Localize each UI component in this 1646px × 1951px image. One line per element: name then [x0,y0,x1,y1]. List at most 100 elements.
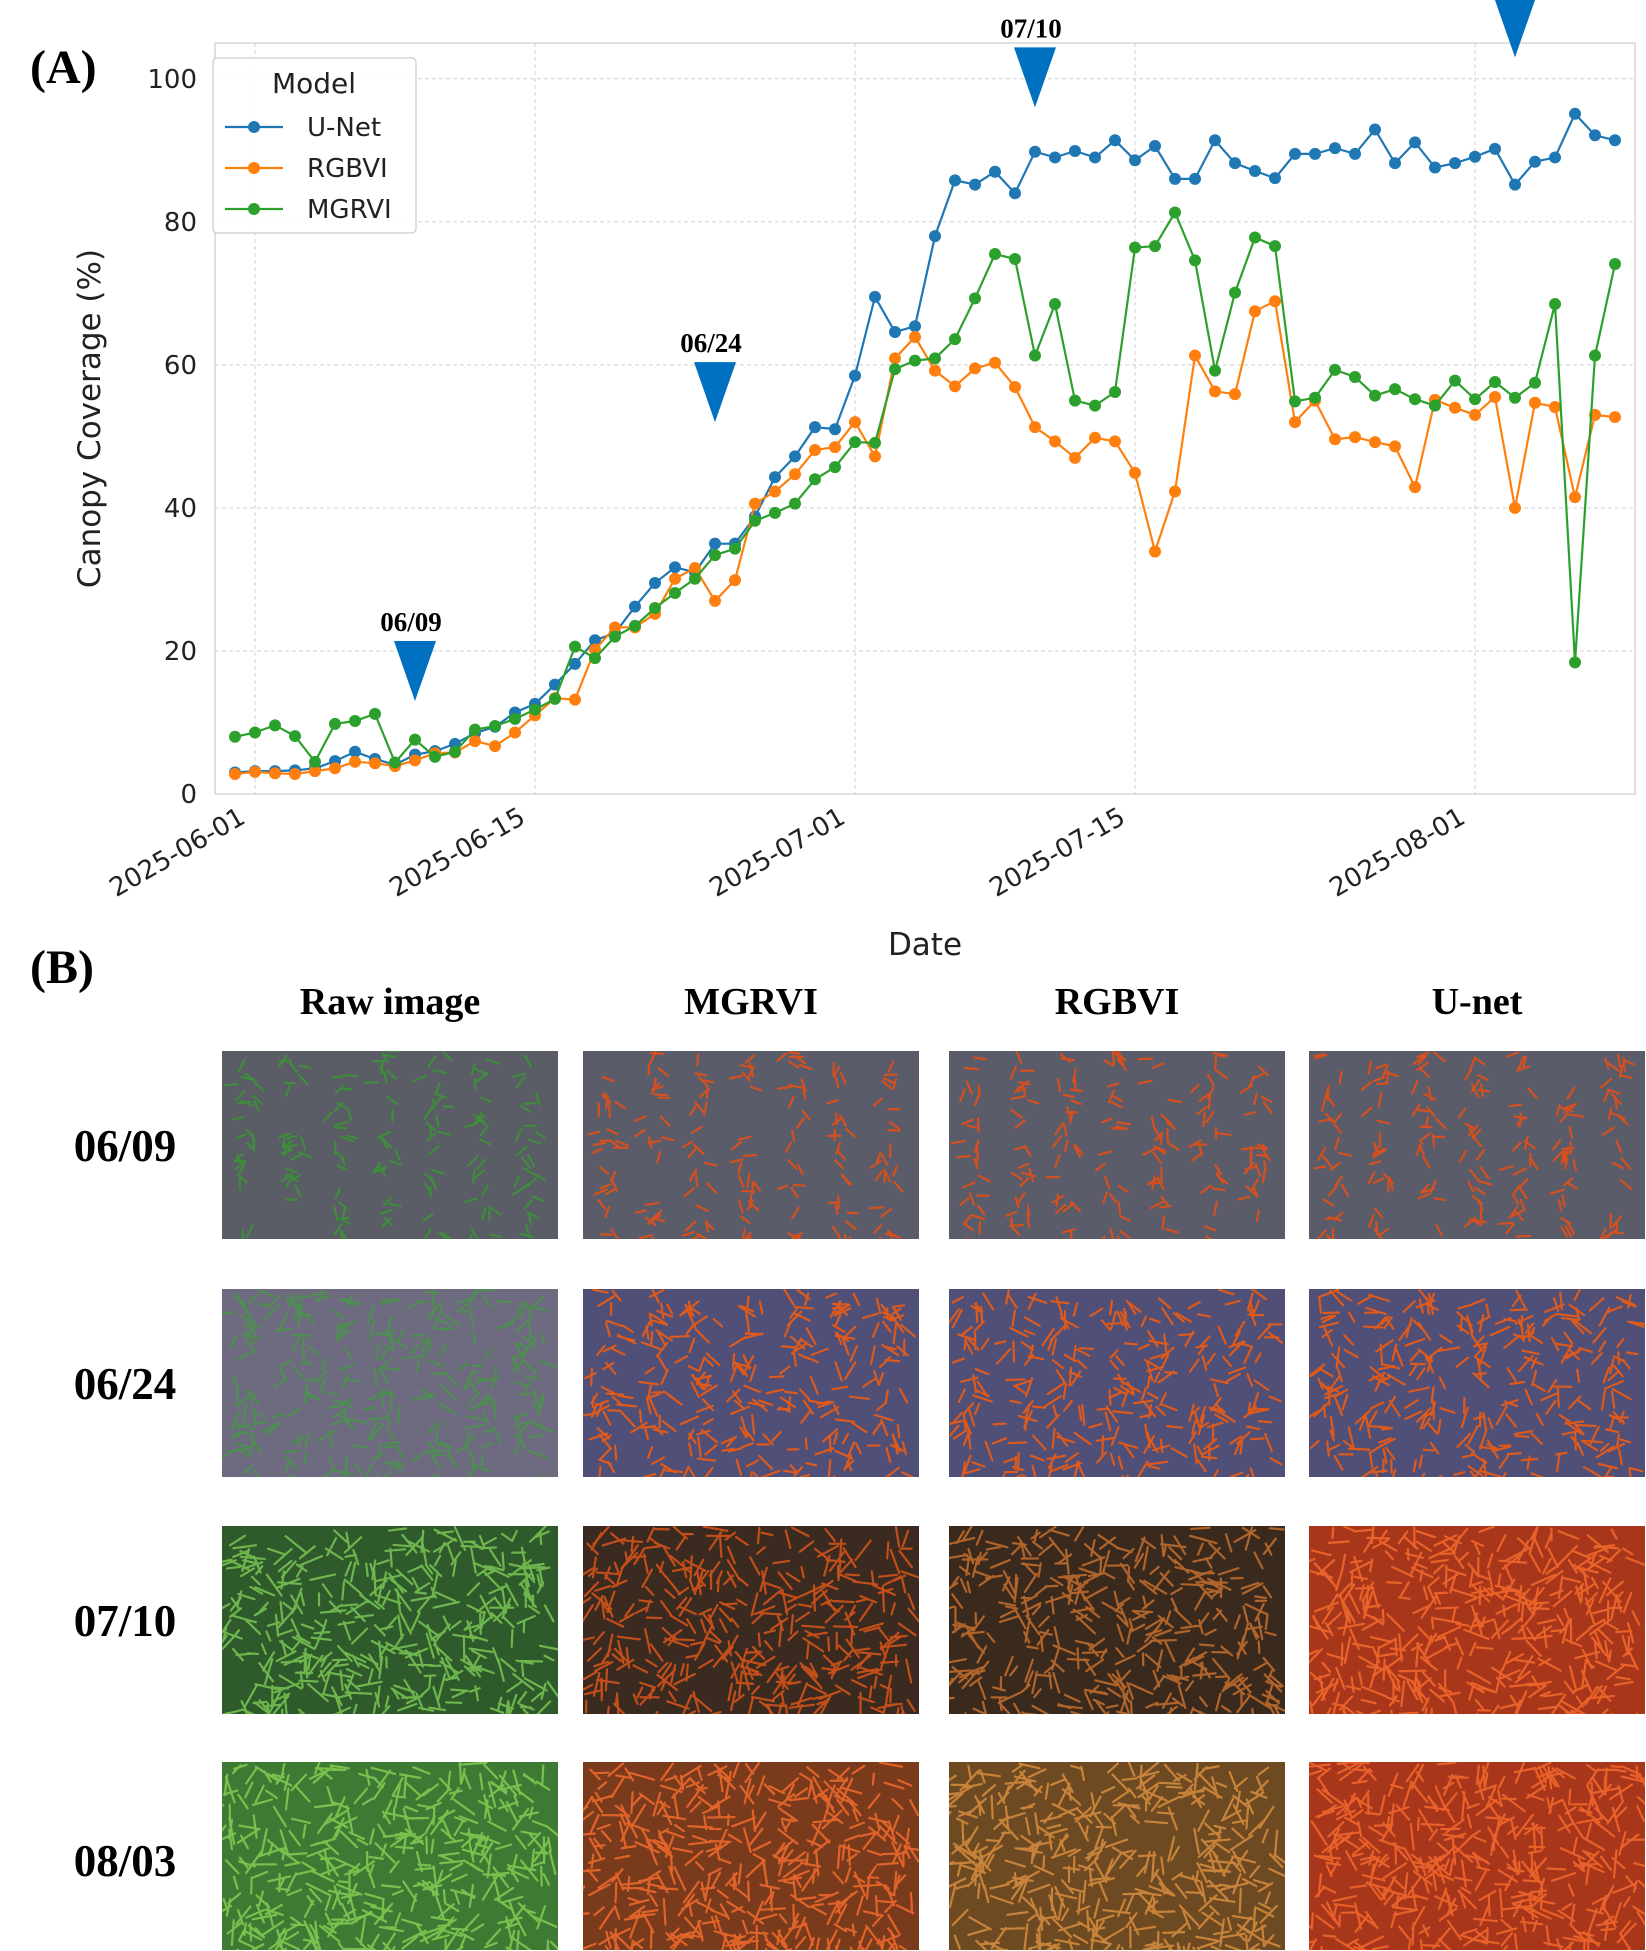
plant-leaf [1317,1228,1327,1239]
plant-leaf [1136,1640,1153,1653]
plant-leaf [591,1556,597,1579]
plant-leaf [1005,1211,1018,1217]
plant-leaf [1588,1618,1606,1629]
data-point-rgbvi [789,468,801,481]
plant-leaf [1075,1578,1087,1602]
plant-leaf [1568,1113,1585,1118]
plant-leaf [1198,1619,1204,1635]
plant-leaf [1327,1385,1331,1406]
plant-leaf [1247,1305,1257,1327]
plant-leaf [867,1793,881,1810]
plant-leaf [1265,1689,1280,1705]
plant-leaf [956,1621,976,1631]
plant-leaf [962,1402,975,1416]
plant-leaf [1457,1551,1469,1563]
plant-leaf [631,1939,644,1950]
plant-leaf [1231,1827,1245,1840]
plant-leaf [967,1764,972,1781]
plant-leaf [1513,1115,1528,1120]
plant-leaf [1475,1646,1494,1650]
plant-leaf [699,1087,711,1098]
plant-leaf [275,1772,285,1786]
plant-leaf [1151,1636,1163,1645]
plant-leaf [1098,1881,1109,1902]
plant-leaf [694,1328,711,1344]
plant-leaf [1353,1946,1367,1950]
plant-leaf [1611,1112,1626,1120]
plant-leaf [1150,1115,1156,1131]
data-point-u-net [809,421,821,434]
plant-leaf [858,1602,874,1622]
plant-leaf [508,1900,517,1921]
plant-leaf [1066,1106,1072,1121]
row-label-0624: 06/24 [73,1359,177,1409]
plant-leaf [642,1553,649,1574]
plant-leaf [1210,1396,1222,1412]
plant-leaf [1235,1790,1241,1810]
plant-leaf [412,1075,427,1083]
plant-leaf [975,1939,988,1950]
plant-leaf [1187,1300,1201,1310]
plant-leaf [1116,1057,1128,1071]
plant-leaf [1257,1065,1270,1077]
plant-leaf [1572,1683,1589,1693]
plant-leaf [683,1187,695,1198]
plant-leaf [1014,1145,1027,1151]
plant-leaf [1009,1399,1022,1404]
plant-leaf [758,1611,783,1616]
plant-leaf [788,1796,810,1802]
plant-leaf [1067,1786,1072,1801]
plant-leaf [1368,1469,1388,1474]
plant-leaf [1050,1463,1069,1473]
plant-leaf [1321,1314,1337,1324]
plant-leaf [367,1420,379,1441]
plant-leaf [458,1815,479,1825]
plant-leaf [655,1329,673,1342]
data-point-rgbvi [1009,381,1021,394]
plant-leaf [1528,1684,1548,1699]
data-point-mgrvi [1129,241,1141,254]
plant-leaf [620,1804,631,1825]
plant-leaf [1171,1872,1184,1881]
plant-leaf [313,1630,331,1635]
plant-leaf [501,1615,515,1629]
row-label-0710: 07/10 [73,1596,177,1646]
plant-leaf [1027,1099,1040,1105]
plant-leaf [621,1324,634,1334]
plant-leaf [1198,1643,1215,1647]
plant-leaf [1359,1789,1370,1805]
plant-leaf [1114,1679,1131,1703]
plant-leaf [1388,1694,1398,1707]
plant-leaf [1499,1702,1522,1710]
plant-leaf [1343,1636,1352,1664]
data-point-u-net [1589,129,1601,142]
plant-leaf [1141,1788,1168,1802]
plant-leaf [1133,1552,1145,1569]
plant-leaf [467,1289,478,1307]
plant-leaf [583,1636,595,1641]
plant-leaf [985,1545,1002,1551]
plant-leaf [1523,1139,1536,1150]
plant-leaf [512,1672,535,1691]
plant-leaf [893,1870,898,1897]
plant-leaf [1503,1334,1521,1349]
plant-leaf [479,1096,492,1103]
plant-leaf [882,1168,892,1183]
plant-leaf [285,1931,300,1941]
y-tick-label: 0 [180,780,197,810]
plant-leaf [778,1913,788,1924]
plant-leaf [869,1345,876,1366]
plant-leaf [1564,1420,1583,1435]
plant-leaf [1249,1865,1261,1879]
plant-leaf [346,1882,358,1905]
plant-leaf [1570,1319,1585,1335]
plant-leaf [341,1580,346,1601]
plant-leaf [1179,1787,1208,1799]
plant-leaf [614,1854,631,1860]
data-point-u-net [1609,134,1621,147]
plant-leaf [671,1847,693,1854]
plant-leaf [1011,1309,1016,1327]
plant-leaf [604,1361,617,1375]
plant-leaf [681,1694,693,1714]
plant-leaf [1103,1571,1116,1580]
